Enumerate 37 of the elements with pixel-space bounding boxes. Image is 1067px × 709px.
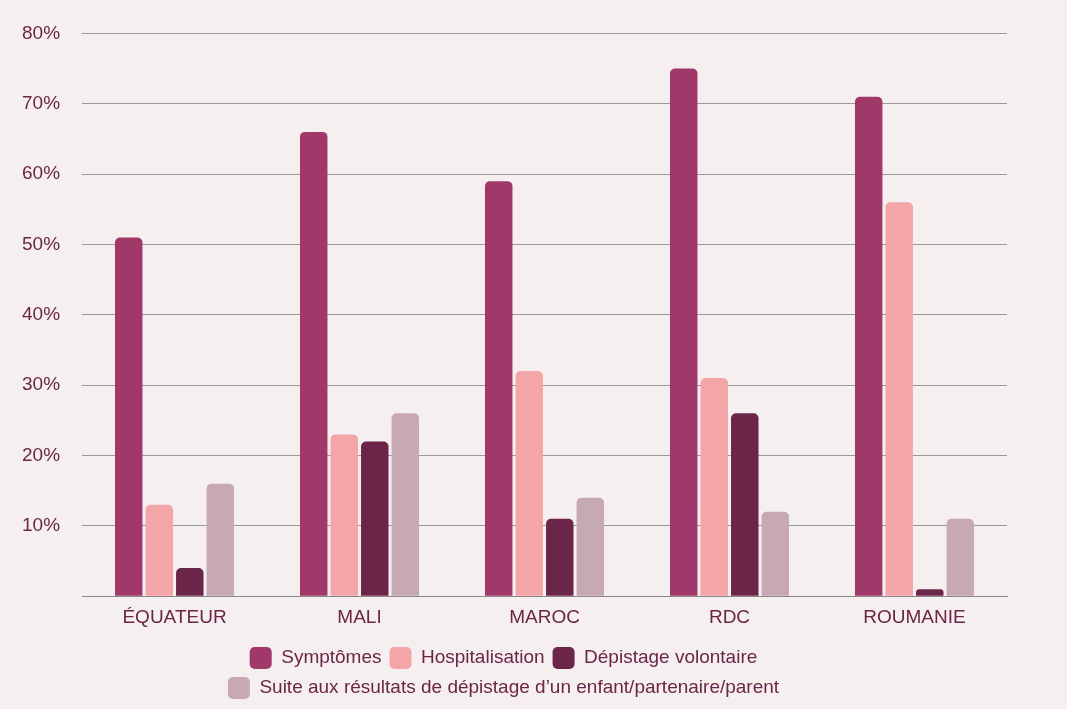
- bar: [145, 504, 173, 596]
- legend-label: Symptômes: [281, 646, 382, 668]
- y-tick-label: 10%: [22, 514, 61, 536]
- bar: [916, 589, 944, 596]
- bar: [885, 202, 913, 596]
- bar: [946, 518, 975, 596]
- bar: [361, 441, 389, 596]
- bar: [300, 131, 328, 596]
- bar: [176, 568, 204, 596]
- legend-label: Suite aux résultats de dépistage d’un enfant/partenaire/parent: [259, 676, 780, 698]
- x-tick-label: RDC: [708, 605, 751, 627]
- y-tick-label: 80%: [22, 21, 61, 43]
- bar: [546, 518, 574, 596]
- y-tick-label: 40%: [22, 303, 61, 325]
- x-tick-label: ROUMANIE: [863, 605, 966, 627]
- bar: [515, 371, 543, 596]
- bar: [731, 413, 759, 596]
- y-tick-label: 60%: [22, 162, 61, 184]
- bar: [700, 378, 728, 596]
- bar: [206, 483, 235, 596]
- y-tick-label: 30%: [22, 373, 61, 395]
- bar: [115, 237, 143, 596]
- y-tick-label: 70%: [22, 91, 61, 113]
- bar: [391, 413, 420, 596]
- x-tick-label: MALI: [337, 605, 382, 627]
- bar: [669, 68, 698, 596]
- x-tick-label: MAROC: [509, 605, 580, 627]
- bar: [761, 511, 790, 596]
- bar: [576, 497, 605, 596]
- bar: [854, 96, 883, 596]
- legend-label: Dépistage volontaire: [584, 646, 758, 668]
- bar: [484, 181, 513, 596]
- y-tick-label: 50%: [22, 232, 61, 254]
- x-tick-label: ÉQUATEUR: [122, 605, 227, 627]
- bar: [330, 434, 358, 596]
- legend-label: Hospitalisation: [421, 646, 545, 668]
- y-tick-label: 20%: [22, 443, 61, 465]
